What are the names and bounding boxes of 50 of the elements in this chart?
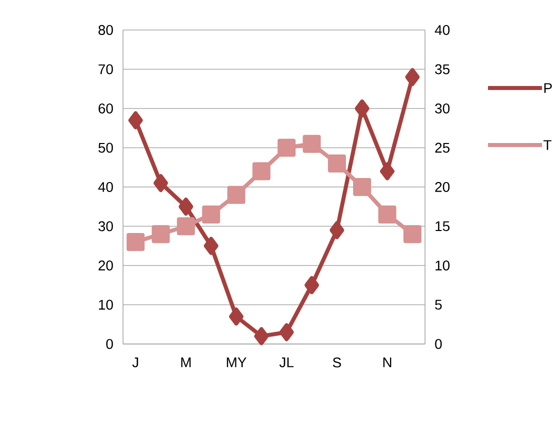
y-tick-label: 10	[98, 300, 113, 310]
point	[152, 225, 170, 244]
y-tick-label: 40	[98, 182, 113, 192]
y2-tick-label: 10	[436, 260, 450, 270]
x-tick-label: J	[132, 358, 138, 368]
x-tick-label: S	[332, 358, 341, 368]
y2-tick-label: 5	[435, 300, 442, 310]
point	[128, 111, 143, 130]
point	[380, 162, 395, 180]
x-tick-label: M	[181, 358, 191, 368]
y-tick-label: 30	[98, 221, 113, 232]
point	[204, 236, 218, 255]
y2-tick-label: 40	[434, 25, 450, 35]
y2-tick-label: 35	[435, 64, 450, 74]
point	[176, 217, 195, 236]
legend-label: T	[544, 140, 552, 150]
point	[229, 308, 244, 326]
y2-tick-label: 25	[435, 142, 450, 153]
y-tick-label: 50	[98, 142, 113, 153]
y2-tick-label: 30	[435, 104, 450, 114]
x-tick-label: MY	[226, 358, 246, 368]
y-tick-label: 0	[106, 339, 113, 349]
y2-tick-label: 15	[436, 221, 450, 232]
point	[154, 174, 168, 192]
y2-tick-label: 20	[435, 182, 450, 192]
point	[302, 134, 321, 153]
point	[328, 154, 346, 172]
y2-tick-label: 0	[435, 339, 442, 349]
point	[279, 323, 294, 342]
y-tick-label: 60	[98, 104, 113, 114]
point	[354, 100, 370, 118]
y-tick-label: 20	[98, 260, 113, 270]
point	[252, 162, 270, 180]
y-tick-label: 80	[98, 25, 113, 35]
y-tick-label: 70	[98, 64, 113, 74]
point	[304, 276, 320, 294]
point	[178, 198, 194, 216]
point	[227, 186, 246, 204]
point	[126, 232, 145, 251]
point	[353, 178, 372, 196]
legend-label: P	[544, 83, 552, 93]
point	[330, 221, 344, 240]
point	[254, 327, 269, 346]
point	[378, 205, 396, 224]
point	[202, 205, 220, 224]
x-tick-label: N	[383, 358, 392, 368]
point	[278, 138, 296, 157]
point	[405, 68, 420, 86]
point	[403, 225, 422, 244]
x-tick-label: JL	[279, 358, 294, 368]
